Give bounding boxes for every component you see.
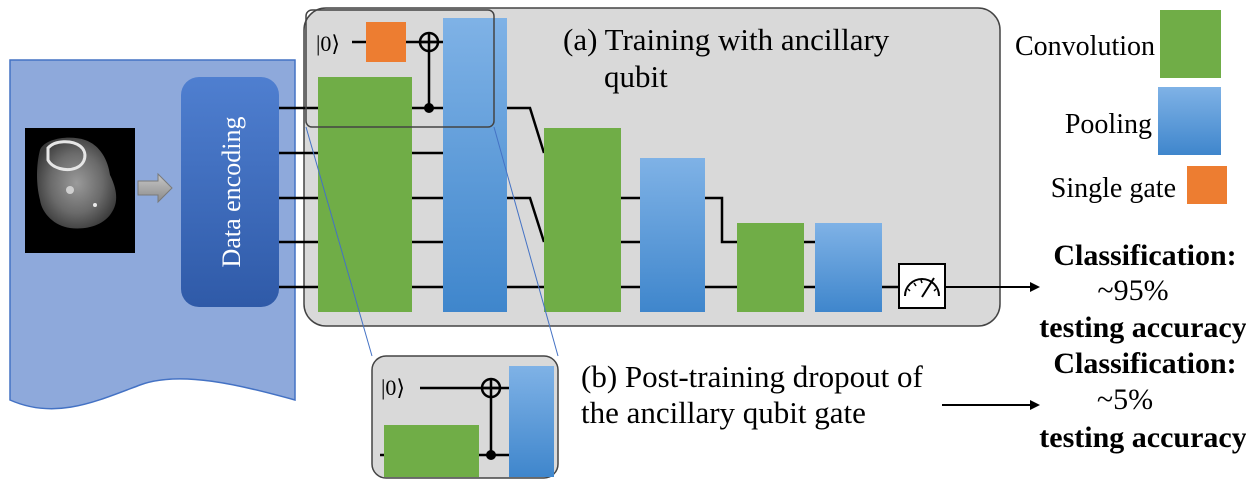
zoom-connector-left (305, 126, 373, 357)
ket-zero-label-a: |0⟩ (316, 31, 340, 56)
legend-label-single-gate: Single gate (1051, 173, 1176, 204)
qubit-wires-b (380, 377, 509, 457)
legend-label-convolution: Convolution (1015, 31, 1155, 62)
ket-zero-label-b: |0⟩ (381, 375, 405, 400)
result-a-caption: testing accuracy (1039, 311, 1246, 344)
legend-swatch-convolution (1160, 10, 1221, 78)
pooling-block-3 (815, 223, 882, 312)
result-a-value: ~95% (1097, 274, 1168, 307)
result-b-value: ~5% (1097, 383, 1153, 416)
zoom-highlight-box (305, 9, 495, 128)
right-arrow-icon (137, 172, 173, 204)
legend-swatch-pooling (1158, 87, 1221, 155)
convolution-block-b (384, 425, 479, 477)
pooling-block-1 (443, 18, 507, 312)
result-b: Classification: ~5% testing accuracy (1039, 347, 1246, 454)
result-a-title: Classification: (1053, 239, 1236, 272)
pooling-block-b (509, 366, 554, 477)
output-arrow-a (945, 282, 1040, 292)
circuit-a-title-line2: qubit (604, 59, 668, 94)
cnot-control-dot (424, 103, 434, 113)
legend: Convolution Pooling Single gate (1015, 10, 1227, 204)
result-b-title: Classification: (1053, 347, 1236, 380)
result-a: Classification: ~95% testing accuracy (1039, 239, 1246, 344)
convolution-block-2 (544, 128, 621, 312)
pooling-block-2 (640, 158, 705, 312)
cnot-gate (418, 31, 440, 108)
convolution-block-3 (737, 223, 804, 312)
output-arrow-b (942, 400, 1040, 410)
zoom-connector-right (493, 126, 559, 357)
circuit-a-title-line1: (a) Training with ancillary (563, 22, 890, 57)
legend-label-pooling: Pooling (1065, 109, 1152, 140)
data-encoding-box (181, 77, 279, 307)
cnot-control-dot-b (486, 450, 496, 460)
result-b-caption: testing accuracy (1039, 421, 1246, 454)
circuit-b-title-line1: (b) Post-training dropout of (581, 359, 923, 394)
single-gate-block (366, 22, 406, 62)
legend-swatch-single-gate (1187, 166, 1227, 204)
convolution-block-1 (318, 77, 412, 312)
meter-icon (898, 263, 946, 309)
circuit-b-title-line2: the ancillary qubit gate (581, 395, 866, 430)
brain-scan-image (25, 128, 135, 253)
data-encoding-label: Data encoding (217, 117, 246, 268)
